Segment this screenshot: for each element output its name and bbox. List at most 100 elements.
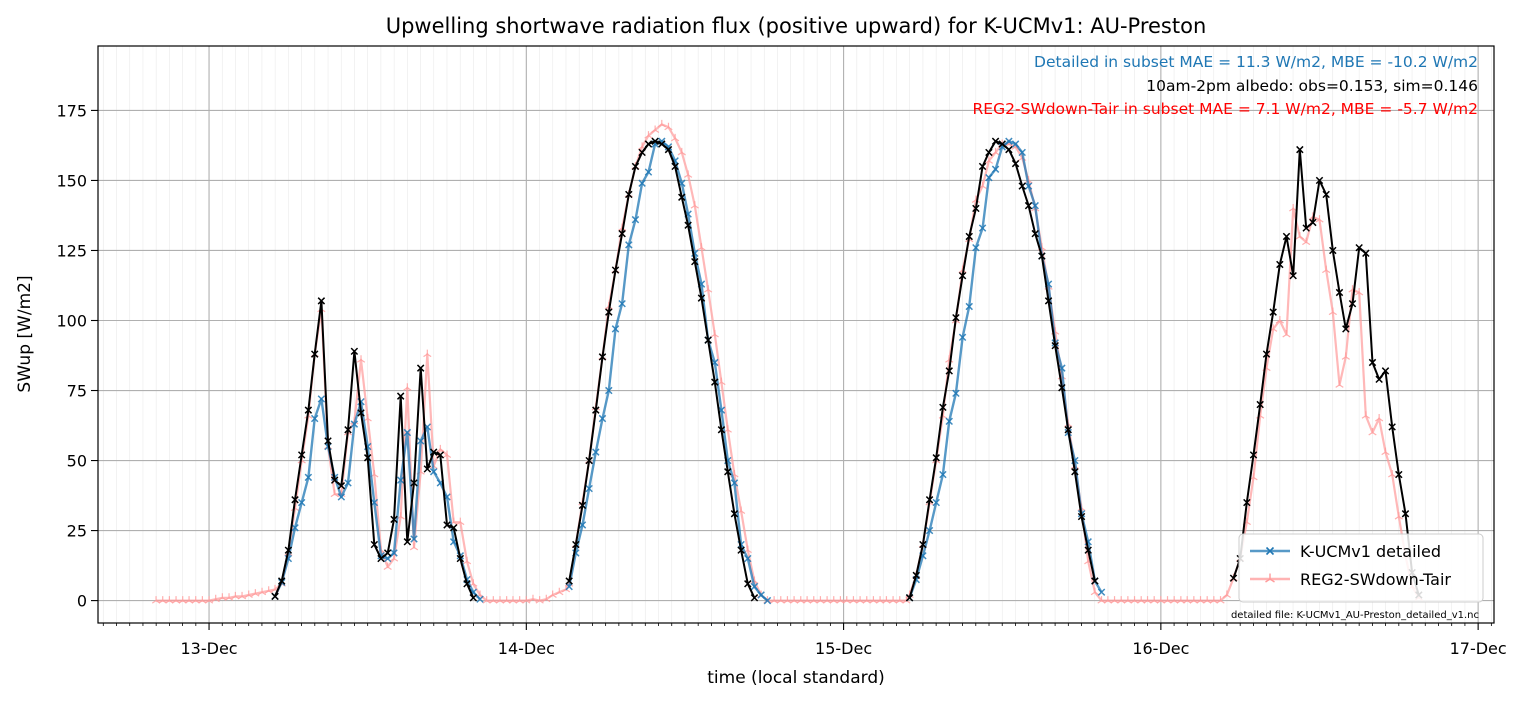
point-obs	[1342, 325, 1350, 333]
legend-label-reg2: REG2-SWdown-Tair	[1300, 570, 1451, 589]
point-obs	[317, 297, 326, 305]
point-kucm	[1024, 182, 1033, 190]
point-kucm	[396, 476, 405, 484]
point-kucm	[598, 414, 607, 423]
point-reg2	[211, 594, 220, 603]
point-reg2	[224, 593, 234, 601]
point-obs	[565, 577, 573, 585]
point-kucm	[383, 554, 392, 563]
point-obs	[972, 204, 980, 213]
point-reg2	[1322, 265, 1331, 274]
y-tick-label: 100	[56, 311, 87, 330]
legend: K-UCMv1 detailed REG2-SWdown-Tair	[1238, 533, 1484, 603]
point-obs	[363, 454, 372, 462]
point-kucm	[644, 168, 653, 176]
point-obs	[1044, 297, 1053, 305]
series-line-reg2	[156, 123, 1420, 602]
y-tick-label: 0	[77, 592, 87, 611]
point-obs	[1051, 341, 1059, 350]
point-obs	[1401, 510, 1410, 518]
chart-title: Upwelling shortwave radiation flux (posi…	[386, 14, 1207, 38]
point-obs	[344, 426, 352, 434]
point-obs	[1249, 451, 1258, 459]
point-obs	[592, 406, 600, 414]
point-reg2	[664, 122, 673, 131]
point-kucm	[317, 395, 326, 403]
point-reg2	[436, 444, 445, 453]
point-reg2	[1375, 414, 1384, 422]
point-obs	[1024, 201, 1033, 210]
point-kucm	[1097, 588, 1106, 596]
x-tick-label: 17-Dec	[1450, 639, 1507, 658]
point-kucm	[297, 498, 306, 507]
point-reg2	[383, 562, 392, 570]
point-reg2	[657, 119, 666, 128]
point-reg2	[1328, 307, 1337, 316]
x-tick-label: 13-Dec	[180, 639, 237, 658]
point-kucm	[310, 414, 319, 423]
point-obs	[598, 353, 607, 361]
legend-entry-kucm: K-UCMv1 detailed	[1250, 542, 1441, 561]
point-obs	[711, 378, 719, 386]
legend-entry-reg2: REG2-SWdown-Tair	[1250, 570, 1451, 589]
point-obs	[750, 594, 759, 602]
series-reg2	[151, 119, 1423, 604]
point-obs	[1269, 308, 1277, 316]
point-kucm	[390, 549, 398, 557]
y-tick-label: 125	[56, 241, 87, 260]
point-reg2	[456, 517, 465, 526]
point-kucm	[750, 582, 759, 591]
point-kucm	[410, 535, 418, 543]
point-reg2	[1302, 237, 1311, 246]
point-obs	[1243, 498, 1251, 507]
y-tick-label: 75	[67, 382, 87, 401]
point-obs	[1302, 224, 1310, 232]
point-obs	[678, 193, 686, 201]
point-kucm	[631, 215, 640, 224]
point-kucm	[991, 165, 1000, 173]
point-obs	[1256, 400, 1264, 409]
point-reg2	[697, 243, 706, 251]
point-obs	[671, 162, 679, 171]
point-obs	[605, 308, 613, 316]
point-obs	[1289, 271, 1297, 280]
legend-marker-kucm	[1265, 546, 1275, 556]
point-reg2	[204, 596, 214, 604]
y-axis: 0 25 50 75 100 125 150 175	[56, 101, 98, 611]
point-obs	[1077, 512, 1086, 521]
point-kucm	[618, 299, 626, 308]
point-reg2	[555, 587, 564, 596]
point-obs	[1309, 218, 1317, 227]
point-kucm	[932, 498, 940, 507]
point-kucm	[985, 173, 993, 182]
point-reg2	[1394, 512, 1403, 520]
point-obs	[697, 294, 706, 302]
point-kucm	[978, 224, 987, 232]
point-reg2	[683, 170, 693, 178]
point-obs	[1038, 252, 1046, 260]
point-reg2	[1361, 411, 1370, 419]
y-axis-label: SWup [W/m2]	[15, 275, 35, 392]
point-obs	[1064, 426, 1072, 434]
point-obs	[939, 403, 947, 412]
point-obs	[978, 162, 987, 171]
point-obs	[1395, 470, 1403, 479]
point-reg2	[548, 590, 557, 598]
point-obs	[1276, 260, 1284, 269]
point-kucm	[925, 526, 934, 535]
point-reg2	[403, 383, 412, 391]
point-obs	[952, 313, 960, 322]
point-obs	[737, 546, 745, 554]
point-kucm	[945, 417, 953, 426]
annotation-albedo: 10am-2pm albedo: obs=0.153, sim=0.146	[1146, 77, 1478, 95]
point-reg2	[670, 133, 680, 142]
point-obs	[1071, 468, 1079, 476]
point-kucm	[605, 386, 613, 395]
point-obs	[370, 540, 379, 549]
point-reg2	[1216, 596, 1225, 604]
plot-frame	[97, 45, 1495, 624]
point-obs	[1329, 246, 1337, 255]
point-kucm	[476, 595, 484, 603]
annotation-reg2-stats: REG2-SWdown-Tair in subset MAE = 7.1 W/m…	[973, 100, 1478, 118]
point-obs	[932, 454, 940, 462]
